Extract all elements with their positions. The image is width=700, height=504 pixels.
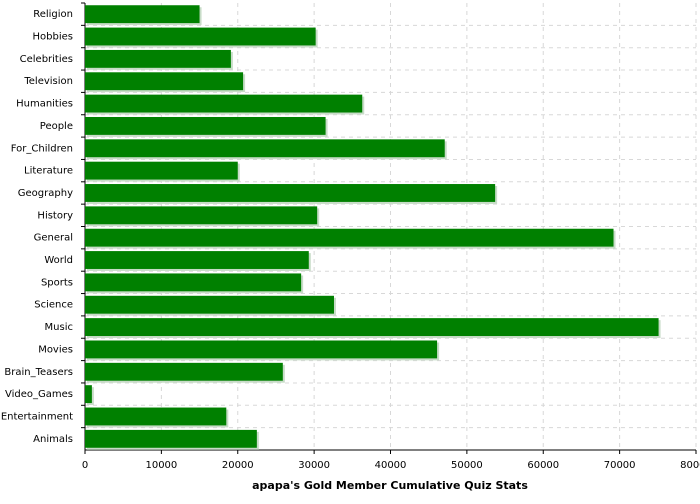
x-tick-label: 40000 — [375, 460, 407, 471]
y-tick-label: Animals — [33, 434, 73, 445]
y-tick-label: History — [37, 210, 73, 221]
bar — [85, 27, 316, 46]
y-tick-label: Literature — [24, 166, 73, 177]
bar — [85, 385, 92, 404]
x-axis-label: apapa's Gold Member Cumulative Quiz Stat… — [252, 479, 528, 492]
y-tick-label: Brain_Teasers — [4, 367, 73, 378]
bar — [85, 407, 227, 426]
bar — [85, 362, 283, 381]
bar — [85, 72, 244, 91]
x-tick-label: 30000 — [298, 460, 330, 471]
x-tick-label: 80000 — [680, 460, 700, 471]
bar — [85, 251, 309, 269]
y-tick-label: People — [40, 121, 73, 132]
bar — [85, 295, 334, 314]
y-tick-label: World — [44, 255, 73, 266]
y-tick-label: Hobbies — [33, 32, 73, 43]
y-tick-label: Television — [23, 76, 73, 87]
y-tick-label: For_Children — [11, 143, 73, 154]
bar — [85, 273, 302, 292]
y-tick-label: Celebrities — [20, 54, 73, 65]
bar — [85, 429, 257, 448]
x-tick-label: 60000 — [527, 460, 559, 471]
bar — [85, 49, 231, 68]
bar — [85, 340, 438, 359]
bar — [85, 5, 200, 24]
y-tick-label: Video_Games — [5, 389, 73, 400]
x-tick-label: 0 — [82, 460, 88, 471]
y-tick-label: Geography — [18, 188, 73, 199]
y-tick-label: Movies — [38, 344, 73, 355]
bar — [85, 139, 445, 158]
y-tick-label: Religion — [33, 9, 73, 20]
bar — [85, 228, 614, 247]
bar — [85, 184, 496, 202]
x-tick-label: 20000 — [222, 460, 254, 471]
bar — [85, 116, 326, 135]
y-tick-label: General — [34, 233, 73, 244]
y-tick-label: Music — [45, 322, 73, 333]
bar — [85, 206, 318, 225]
y-tick-label: Sports — [41, 277, 73, 288]
x-tick-label: 70000 — [604, 460, 636, 471]
y-tick-label: Humanities — [16, 99, 73, 110]
y-tick-label: Science — [34, 300, 73, 311]
bar — [85, 94, 363, 113]
y-tick-label: Entertainment — [1, 411, 73, 422]
bar — [85, 161, 238, 180]
x-tick-label: 10000 — [145, 460, 177, 471]
bar — [85, 318, 659, 337]
x-tick-label: 50000 — [451, 460, 483, 471]
